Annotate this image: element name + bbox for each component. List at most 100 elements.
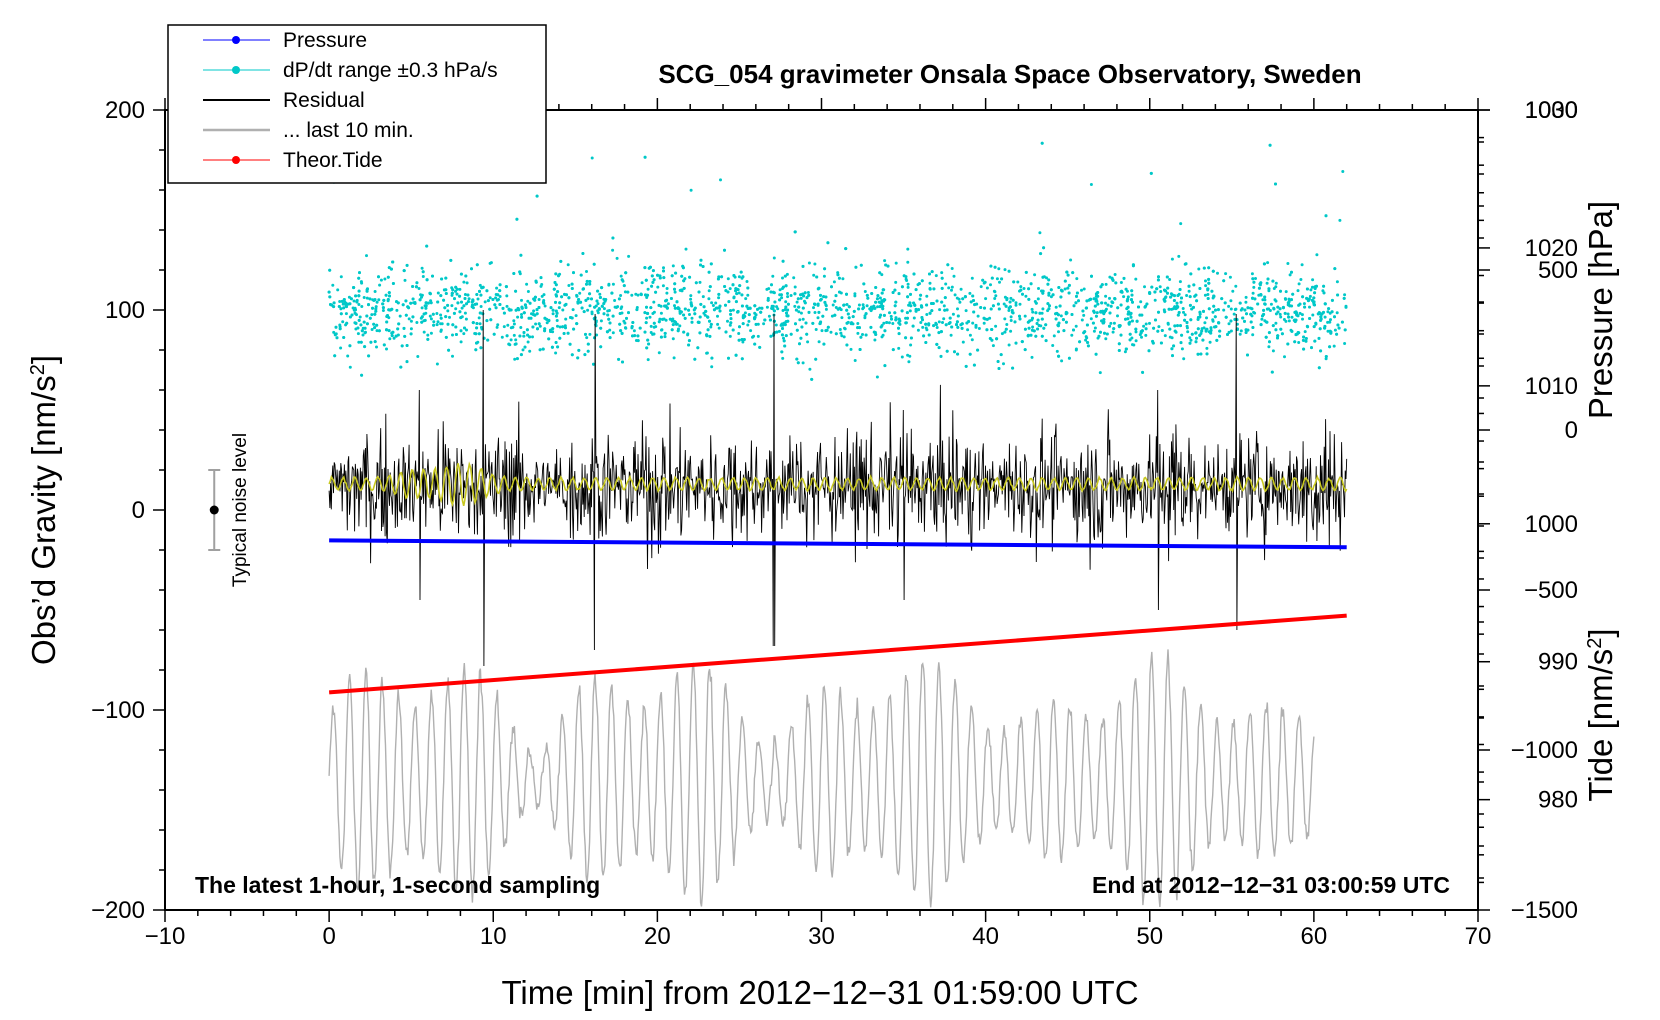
- dpdt-point: [353, 311, 357, 315]
- dpdt-point: [753, 304, 757, 308]
- dpdt-point: [374, 309, 378, 313]
- dpdt-point: [507, 307, 511, 311]
- dpdt-point: [846, 312, 850, 316]
- dpdt-point: [906, 285, 910, 289]
- dpdt-point: [737, 332, 741, 335]
- residual-series: [328, 309, 1348, 667]
- dpdt-point: [570, 287, 574, 290]
- dpdt-point: [388, 294, 391, 298]
- dpdt-point: [454, 325, 458, 329]
- dpdt-point: [767, 314, 771, 318]
- dpdt-point: [1140, 335, 1143, 339]
- dpdt-point: [900, 285, 904, 289]
- dpdt-point: [956, 352, 960, 356]
- dpdt-point: [471, 298, 475, 302]
- dpdt-point: [1312, 325, 1316, 329]
- dpdt-point: [623, 290, 627, 294]
- dpdt-point: [1335, 280, 1339, 284]
- tide-tick-label: −1500: [1511, 897, 1578, 924]
- dpdt-point: [664, 299, 668, 303]
- dpdt-point: [1267, 287, 1271, 291]
- dpdt-point: [1014, 303, 1018, 307]
- dpdt-point: [615, 256, 619, 260]
- dpdt-point: [807, 293, 811, 297]
- dpdt-point: [897, 292, 901, 296]
- dpdt-point: [1004, 304, 1008, 308]
- dpdt-point: [690, 320, 694, 324]
- dpdt-point: [1163, 299, 1167, 303]
- dpdt-point: [385, 320, 389, 324]
- dpdt-point: [1113, 273, 1117, 276]
- dpdt-point: [829, 330, 833, 334]
- dpdt-point: [1041, 291, 1045, 295]
- dpdt-point: [1075, 291, 1079, 295]
- dpdt-point: [539, 284, 543, 288]
- dpdt-point: [766, 298, 770, 302]
- dpdt-point: [579, 300, 583, 304]
- dpdt-point: [367, 354, 371, 358]
- dpdt-point: [338, 300, 342, 303]
- dpdt-point: [979, 285, 983, 289]
- dpdt-point: [801, 292, 805, 296]
- dpdt-point: [799, 336, 803, 340]
- dpdt-point: [1196, 317, 1200, 321]
- dpdt-point: [1179, 341, 1183, 345]
- dpdt-point: [1183, 313, 1187, 317]
- dpdt-point: [696, 346, 700, 350]
- dpdt-point: [1201, 338, 1205, 342]
- dpdt-point: [760, 306, 764, 310]
- dpdt-point: [1024, 270, 1028, 274]
- dpdt-point: [327, 290, 331, 294]
- dpdt-point: [1027, 287, 1031, 291]
- dpdt-point: [756, 307, 759, 311]
- dpdt-point: [928, 287, 932, 291]
- legend-tide-label: Theor.Tide: [283, 149, 383, 172]
- dpdt-point: [1014, 301, 1018, 305]
- filtered-residual-line: [328, 461, 1348, 508]
- dpdt-point: [495, 325, 499, 329]
- dpdt-point: [1074, 301, 1078, 305]
- x-tick-label: 30: [808, 923, 835, 950]
- dpdt-point: [574, 314, 578, 318]
- dpdt-point: [1040, 311, 1044, 315]
- dpdt-point: [897, 332, 901, 336]
- dpdt-point: [1342, 296, 1346, 300]
- dpdt-point: [1252, 285, 1256, 289]
- dpdt-point: [370, 313, 374, 317]
- dpdt-point: [1075, 277, 1079, 281]
- dpdt-point: [650, 274, 654, 278]
- dpdt-point: [608, 321, 612, 325]
- dpdt-point: [682, 330, 686, 334]
- dpdt-point: [780, 333, 784, 337]
- dpdt-point: [784, 300, 788, 304]
- dpdt-point: [1211, 318, 1215, 322]
- dpdt-point: [805, 332, 809, 336]
- dpdt-point: [536, 327, 539, 331]
- dpdt-point: [507, 342, 511, 346]
- dpdt-point: [1316, 312, 1320, 316]
- dpdt-point: [422, 330, 426, 334]
- dpdt-point: [1303, 330, 1307, 334]
- dpdt-point: [1134, 330, 1138, 334]
- legend-residual-label: Residual: [283, 89, 365, 112]
- dpdt-point: [569, 316, 573, 319]
- dpdt-point: [345, 321, 349, 325]
- dpdt-point: [941, 321, 944, 324]
- dpdt-point: [711, 304, 715, 307]
- dpdt-point: [1140, 313, 1144, 317]
- dpdt-point: [1165, 275, 1169, 279]
- dpdt-point: [646, 312, 650, 315]
- dpdt-point: [825, 328, 829, 332]
- dpdt-point: [942, 304, 946, 308]
- dpdt-point: [1101, 321, 1105, 325]
- dpdt-point: [644, 321, 648, 325]
- dpdt-point: [588, 282, 592, 286]
- dpdt-point: [520, 305, 524, 309]
- dpdt-point: [348, 365, 352, 369]
- dpdt-point: [390, 334, 394, 338]
- dpdt-point: [1251, 333, 1255, 337]
- dpdt-point: [724, 303, 727, 307]
- dpdt-point: [799, 296, 803, 300]
- dpdt-point: [874, 286, 878, 289]
